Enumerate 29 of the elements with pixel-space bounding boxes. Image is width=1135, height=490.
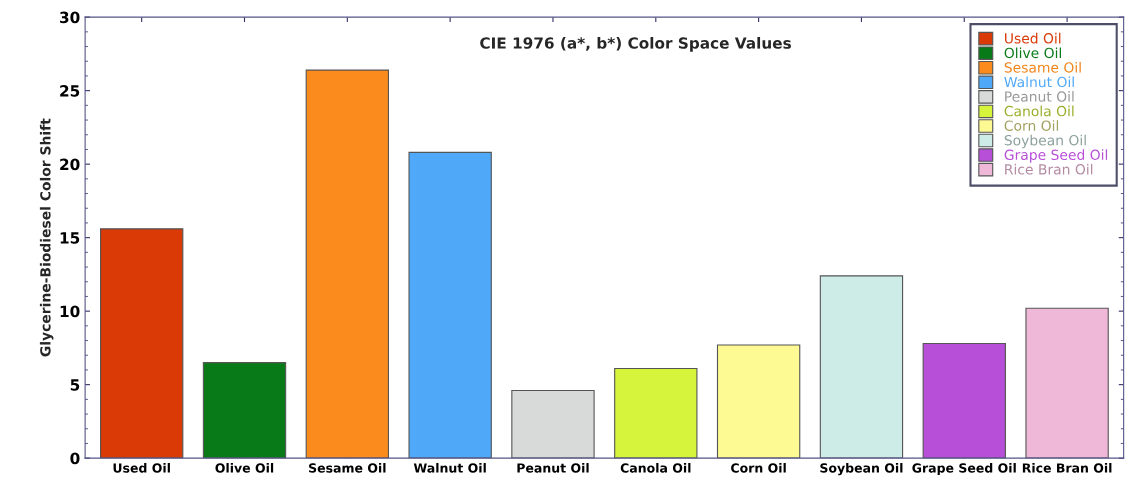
x-tick-label: Peanut Oil [517, 463, 589, 473]
y-tick-label: 30 [60, 11, 80, 24]
y-tick-label: 5 [70, 379, 80, 391]
y-axis-title: Glycerine-Biodiesel Color Shift [39, 118, 54, 357]
x-tick-label: Rice Bran Oil [1022, 463, 1112, 473]
legend-label: Soybean Oil [1004, 134, 1086, 149]
x-tick-label: Used Oil [113, 463, 170, 473]
legend-label: Corn Oil [1004, 120, 1059, 131]
y-tick-label: 15 [60, 232, 80, 244]
legend-label: Grape Seed Oil [1004, 149, 1108, 163]
x-tick-label: Olive Oil [215, 463, 274, 473]
x-tick-label: Canola Oil [620, 463, 691, 473]
legend-label: Peanut Oil [1005, 91, 1074, 102]
x-tick-label: Sesame Oil [309, 463, 386, 473]
legend-label: Walnut Oil [1004, 76, 1074, 88]
y-tick-label: 10 [60, 305, 80, 318]
x-tick-label: Corn Oil [731, 463, 786, 473]
x-tick-label: Soybean Oil [820, 463, 903, 476]
y-tick-label: 20 [60, 158, 80, 171]
text: CIE 1976 (a*, b*) Color Space Values [480, 37, 791, 52]
legend-label: Olive Oil [1004, 47, 1061, 59]
y-tick-label: 0 [70, 452, 80, 465]
legend-label: Rice Bran Oil [1005, 163, 1093, 175]
y-tick-label: 25 [60, 85, 80, 97]
legend-label: Canola Oil [1004, 105, 1074, 117]
legend-label: Used Oil [1005, 32, 1061, 44]
legend-label: Sesame Oil [1004, 61, 1081, 73]
x-tick-label: Grape Seed Oil [912, 463, 1016, 476]
x-tick-label: Walnut Oil [413, 463, 486, 473]
